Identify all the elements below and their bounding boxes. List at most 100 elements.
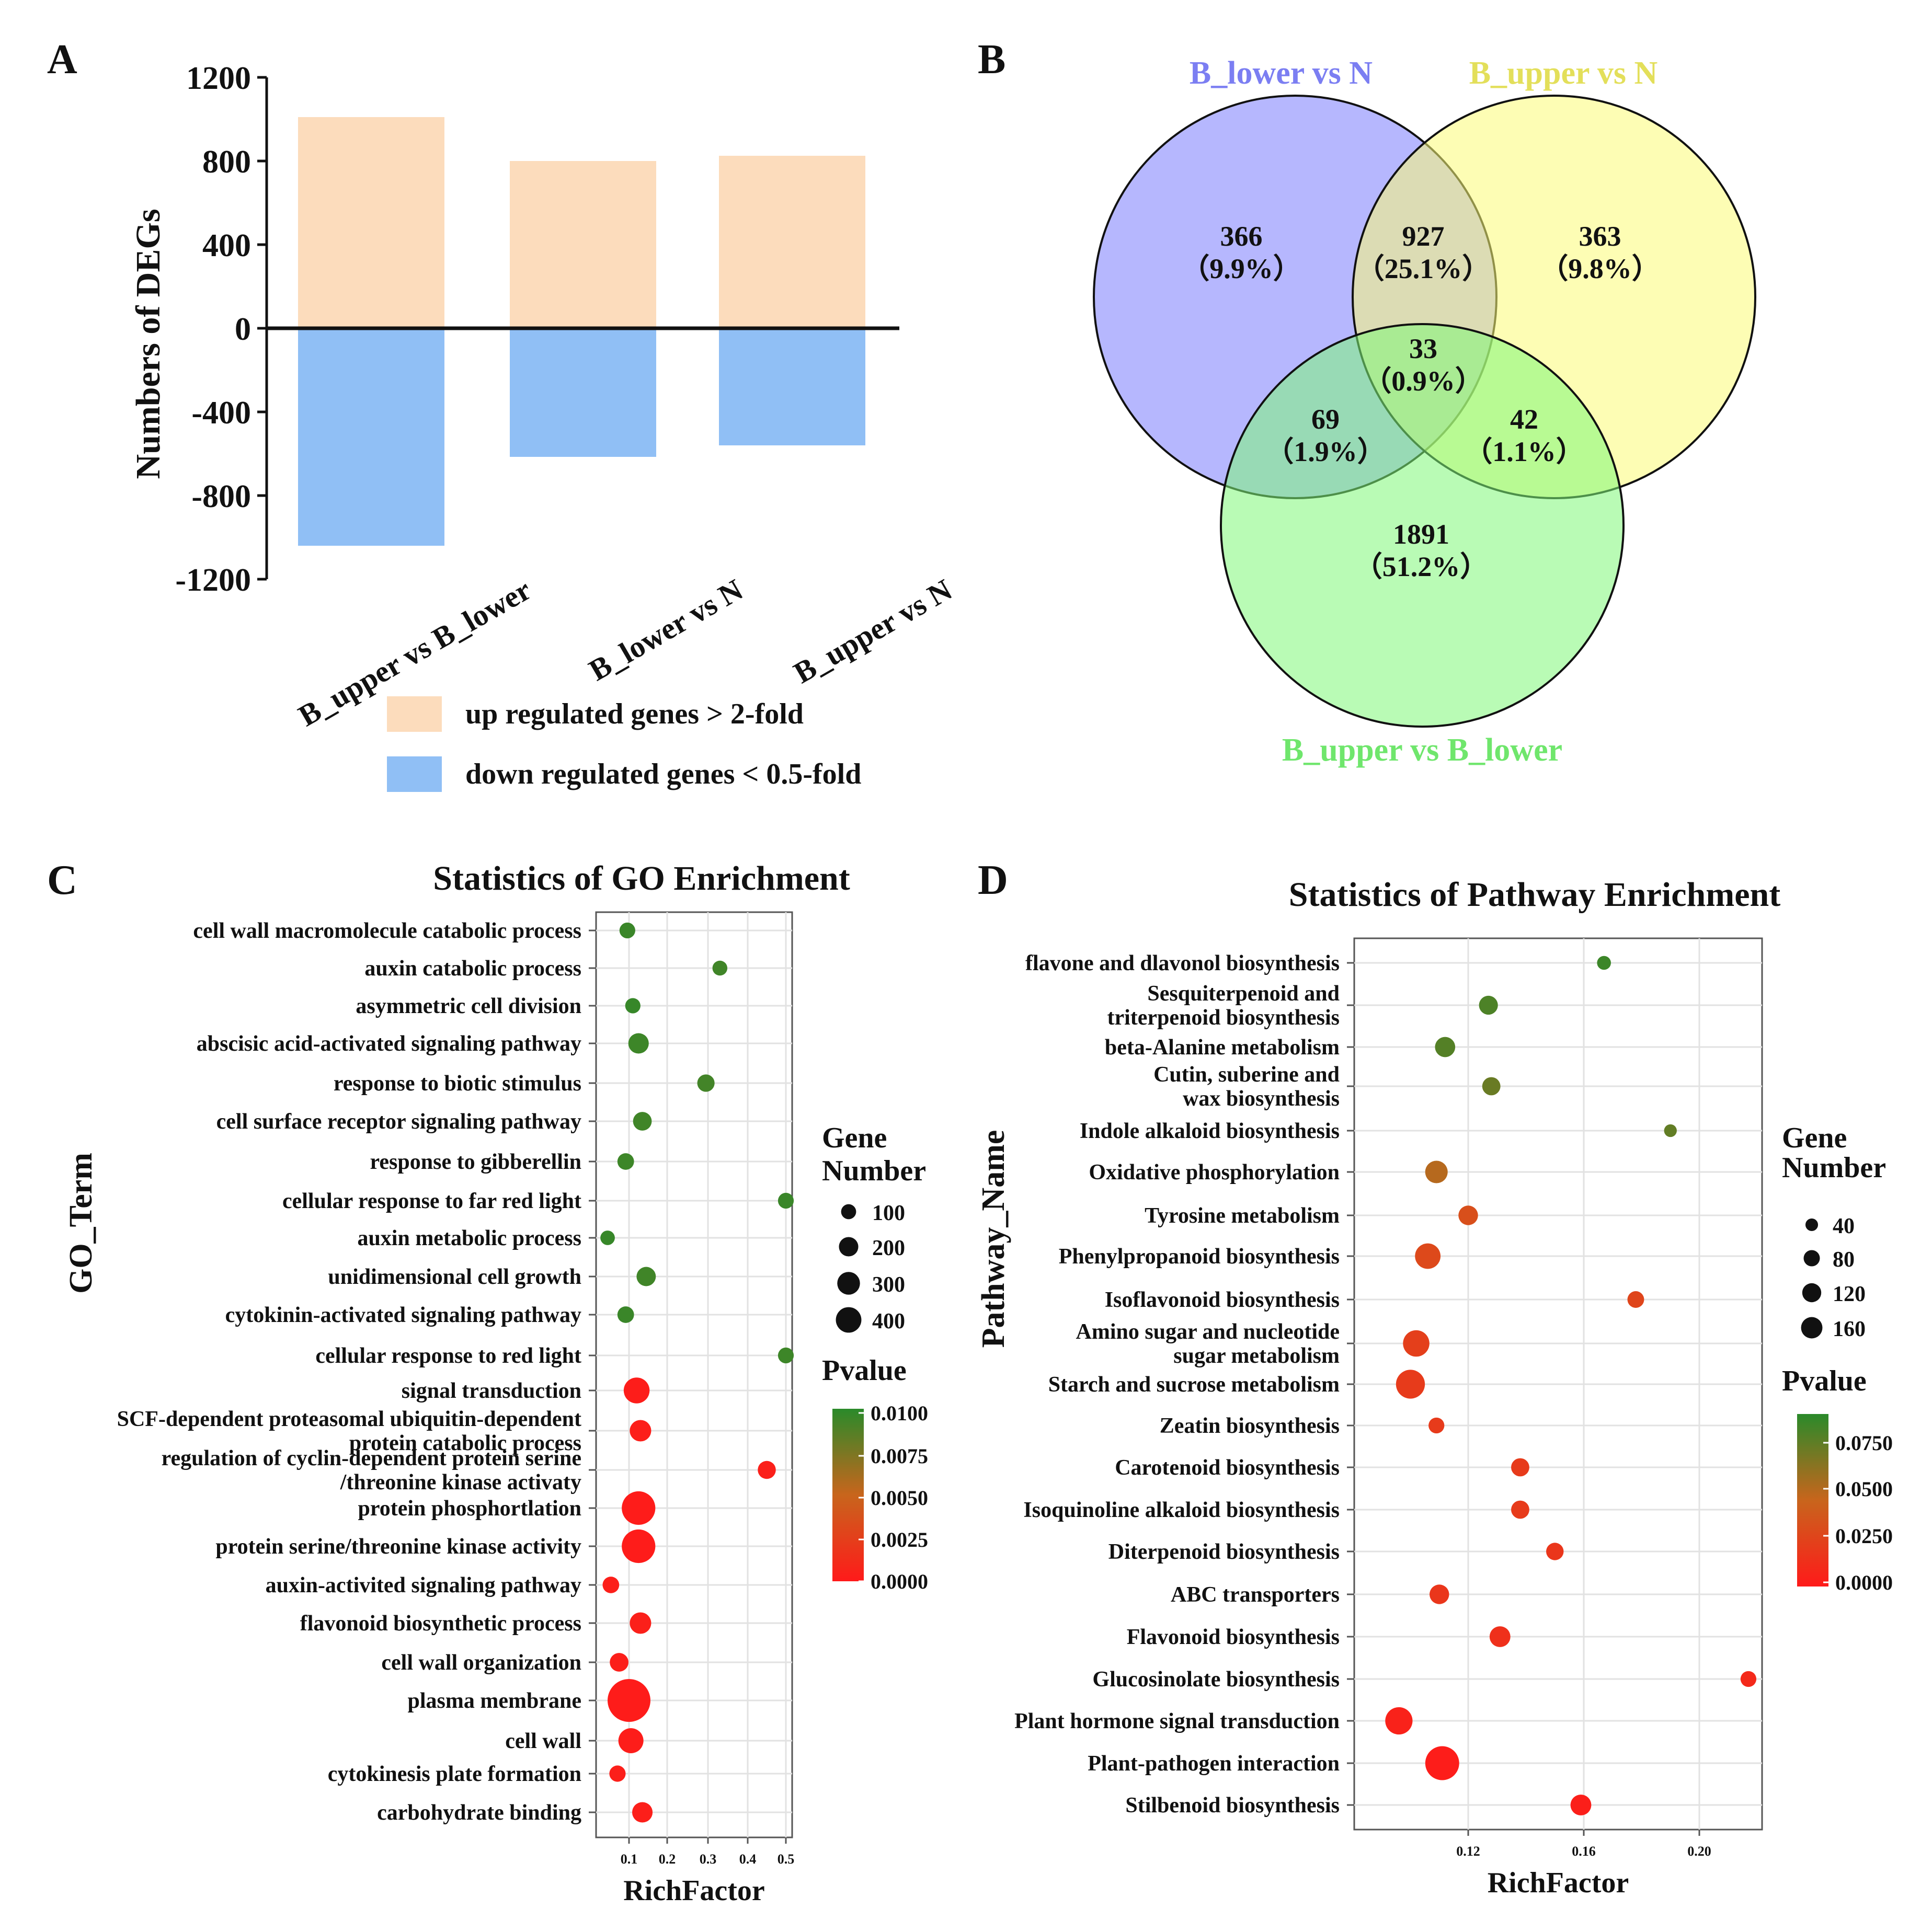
term-label: SCF-dependent proteasomal ubiquitin-depe…: [117, 1407, 581, 1431]
term-label: Indole alkaloid biosynthesis: [1080, 1119, 1340, 1143]
term-label: auxin metabolic process: [357, 1226, 581, 1250]
bar-up-regulated: [719, 156, 865, 328]
term-label: cell wall: [505, 1729, 581, 1753]
color-legend-title: Pvalue: [822, 1354, 907, 1387]
term-label: Flavonoid biosynthesis: [1127, 1625, 1340, 1649]
bubble-point: [697, 1074, 715, 1092]
bubble-point: [630, 1420, 651, 1442]
color-legend-label: 0.0000: [871, 1570, 928, 1593]
bubble-point: [1570, 1795, 1592, 1815]
y-tick-label: -800: [191, 479, 251, 514]
venn-region-percent: （25.1%）: [1356, 253, 1491, 284]
term-label: cytokinesis plate formation: [328, 1762, 581, 1786]
term-label: beta-Alanine metabolism: [1105, 1036, 1340, 1060]
bubble-point: [1597, 956, 1611, 970]
color-legend-label: 0.0100: [871, 1401, 928, 1425]
x-axis-title: RichFactor: [623, 1875, 765, 1907]
chart-title: Statistics of GO Enrichment: [433, 859, 850, 898]
term-label: Stilbenoid biosynthesis: [1125, 1793, 1340, 1818]
bubble-point: [712, 960, 728, 976]
bubble-point: [625, 998, 641, 1014]
term-label: signal transduction: [402, 1379, 581, 1403]
term-label: cell wall macromolecule catabolic proces…: [193, 919, 581, 943]
bar-down-regulated: [719, 328, 865, 445]
bar-down-regulated: [510, 328, 656, 457]
venn-region-percent: （51.2%）: [1354, 551, 1489, 582]
bubble-point: [628, 1033, 649, 1054]
term-label: /threonine kinase activaty: [340, 1470, 581, 1494]
term-label: Isoquinoline alkaloid biosynthesis: [1023, 1498, 1340, 1522]
bubble-point: [1627, 1291, 1644, 1308]
bubble-point: [617, 1306, 634, 1323]
bubble-point: [778, 1192, 794, 1209]
bubble-point: [1482, 1077, 1501, 1096]
term-label: response to gibberellin: [370, 1150, 581, 1174]
bubble-point: [636, 1267, 656, 1286]
size-legend-dot: [836, 1307, 862, 1333]
venn-set-label: B_upper vs B_lower: [1282, 732, 1562, 768]
color-legend-label: 0.0500: [1835, 1477, 1893, 1501]
term-label: regulation of cyclin-dependent protein s…: [162, 1446, 581, 1470]
color-legend-label: 0.0025: [871, 1528, 928, 1551]
size-legend-dot: [1801, 1317, 1823, 1339]
size-legend-label: 400: [872, 1309, 905, 1333]
bubble-point: [618, 1728, 644, 1753]
color-legend-bar: [832, 1409, 864, 1581]
size-legend-dot: [1805, 1218, 1819, 1232]
term-label: carbohydrate binding: [377, 1801, 581, 1825]
bubble-point: [609, 1765, 626, 1782]
y-tick-label: 400: [202, 228, 251, 263]
bubble-point: [1435, 1037, 1456, 1057]
term-label: Sesquiterpenoid and: [1147, 982, 1340, 1006]
bubble-point: [622, 1491, 656, 1525]
x-category-label: B_lower vs N: [583, 572, 748, 687]
color-legend-label: 0.0050: [871, 1486, 928, 1510]
term-label: auxin-activited signaling pathway: [266, 1573, 581, 1597]
bubble-point: [758, 1461, 776, 1479]
term-label: Starch and sucrose metabolism: [1048, 1373, 1340, 1397]
y-tick-label: -1200: [175, 562, 251, 598]
venn-region-percent: （0.9%）: [1363, 365, 1483, 397]
size-legend-dot: [837, 1272, 860, 1295]
panel-c-go-enrichment: Statistics of GO Enrichment cell wall mac…: [63, 859, 928, 1907]
bubble-point: [630, 1612, 651, 1634]
legend-label: up regulated genes > 2-fold: [465, 698, 804, 730]
y-axis-title: Pathway_Name: [976, 1130, 1011, 1348]
panel-letter-c: C: [47, 857, 77, 903]
y-axis-title: GO_Term: [63, 1153, 99, 1294]
x-tick-label: 0.2: [659, 1852, 676, 1867]
panel-a-bar-chart: 1200 800 400 0 -400 -800 -1200 Numbers of DEGs B…: [129, 61, 958, 792]
size-legend-title: Gene: [822, 1122, 887, 1154]
panel-letter-b: B: [978, 37, 1005, 83]
color-legend-label: 0.0000: [1835, 1571, 1893, 1594]
bubble-point: [1396, 1370, 1425, 1399]
x-axis-title: RichFactor: [1488, 1867, 1629, 1899]
x-tick-label: 0.20: [1687, 1844, 1711, 1859]
size-legend-label: 80: [1833, 1248, 1855, 1272]
bubble-point: [1511, 1500, 1529, 1519]
legend-swatch-up: [387, 696, 442, 732]
color-legend-label: 0.0250: [1835, 1524, 1893, 1548]
bubble-point: [1428, 1417, 1445, 1434]
size-legend-label: 120: [1833, 1282, 1866, 1306]
size-legend-label: 100: [872, 1201, 905, 1225]
term-label: protein phosphortlation: [358, 1497, 582, 1521]
venn-region-count: 363: [1579, 221, 1621, 252]
y-tick-label: 1200: [186, 61, 251, 96]
term-label: abscisic acid-activated signaling pathwa…: [197, 1032, 581, 1056]
bubble-point: [1403, 1330, 1430, 1357]
venn-region-count: 366: [1220, 221, 1263, 252]
term-label: Diterpenoid biosynthesis: [1108, 1540, 1340, 1564]
term-label: Carotenoid biosynthesis: [1115, 1456, 1340, 1480]
size-legend-dot: [1803, 1250, 1820, 1267]
bubble-point: [632, 1802, 653, 1823]
term-label: unidimensional cell growth: [328, 1265, 581, 1289]
bubble-point: [600, 1231, 615, 1245]
term-label: Glucosinolate biosynthesis: [1092, 1668, 1340, 1692]
x-tick-label: 0.4: [739, 1852, 757, 1867]
venn-region-count: 69: [1311, 404, 1340, 435]
term-label: auxin catabolic process: [364, 957, 581, 981]
venn-set-label: B_upper vs N: [1469, 55, 1658, 91]
bubble-point: [610, 1653, 628, 1672]
